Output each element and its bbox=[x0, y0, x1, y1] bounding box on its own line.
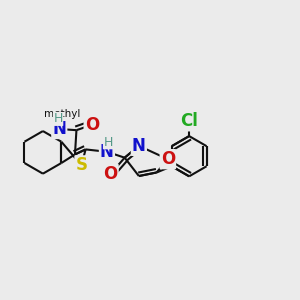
Text: O: O bbox=[103, 165, 118, 183]
Text: N: N bbox=[132, 137, 146, 155]
Text: O: O bbox=[161, 150, 175, 168]
Text: N: N bbox=[52, 120, 66, 138]
Text: H: H bbox=[103, 136, 113, 149]
Text: N: N bbox=[100, 143, 114, 161]
Text: methyl: methyl bbox=[44, 109, 80, 118]
Text: S: S bbox=[76, 156, 88, 174]
Text: O: O bbox=[85, 116, 99, 134]
Text: H: H bbox=[53, 112, 63, 125]
Text: Cl: Cl bbox=[180, 112, 198, 130]
